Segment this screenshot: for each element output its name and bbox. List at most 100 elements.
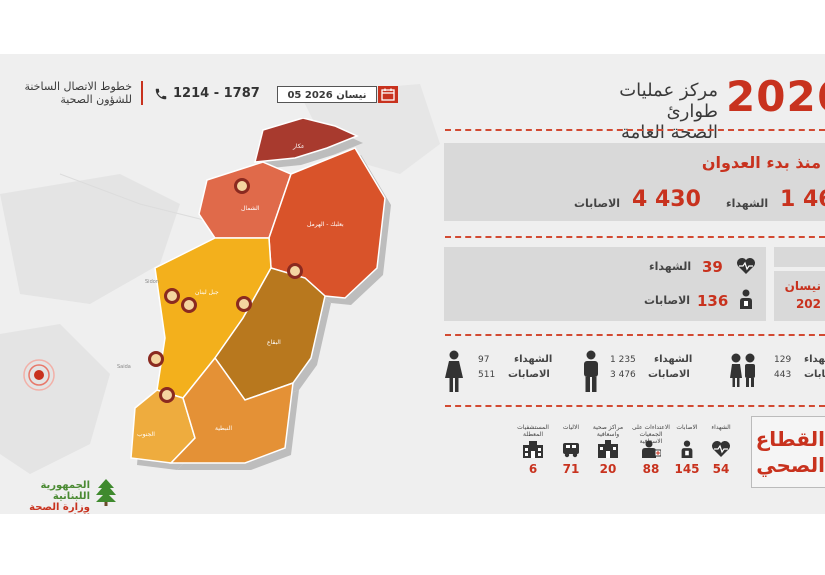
children-martyrs-label: شهداء <box>804 354 825 365</box>
divider-dashed <box>445 334 825 336</box>
strike-pin <box>234 178 250 194</box>
daily-date-line1: نيسان <box>784 279 821 293</box>
region-nabatieh <box>169 356 294 464</box>
clinic-icon <box>598 440 618 458</box>
calendar-icon <box>378 86 398 103</box>
cumulative-martyrs-label: الشهداء <box>726 197 769 210</box>
cumulative-martyrs-value: 1 46 <box>780 187 825 212</box>
health-item-value: 6 <box>528 462 538 476</box>
health-item-martyrs: الشهداء 54 <box>704 424 738 476</box>
header-title: مركز عمليات طوارئ الصحة العامة <box>566 80 718 143</box>
man-icon <box>584 350 598 392</box>
cumulative-injured-label: الاصابات <box>574 197 621 210</box>
region-label-akkar: عكار <box>292 143 305 150</box>
injured-person-icon <box>681 440 693 458</box>
health-item-label: الاعتداءات على الجمعيات الاسعافية <box>632 424 670 445</box>
header-year: 2026 <box>726 72 825 121</box>
ministry-line2: وزارة الصحة العامة <box>29 502 90 514</box>
cumulative-box: منذ بدء العدوان 1 46 الشهداء 4 430 الاصا… <box>444 143 825 221</box>
health-item-value: 20 <box>599 462 617 476</box>
phone-icon <box>154 86 168 105</box>
region-label-north: الشمال <box>241 205 260 212</box>
health-item-centers: مراكز صحية واسعافية 20 <box>588 424 628 476</box>
region-label-baalbek: بعلبك - الهرمل <box>307 221 344 228</box>
daily-martyrs-value: 39 <box>702 258 723 276</box>
woman-injured-label: الاصابات <box>508 369 550 380</box>
man-injured-label: الاصابات <box>648 369 690 380</box>
hotline-label: خطوط الاتصال الساخنة للشؤون الصحية <box>10 80 132 106</box>
cedar-logo-icon <box>96 479 116 506</box>
region-label-nabatieh: النبطية <box>215 425 232 432</box>
infographic-panel: خطوط الاتصال الساخنة للشؤون الصحية 1214 … <box>0 54 825 514</box>
strike-pin <box>181 297 197 313</box>
cumulative-title: منذ بدء العدوان <box>701 153 821 172</box>
woman-martyrs-label: الشهداء <box>514 354 553 365</box>
health-item-vehicles: الاليات 71 <box>554 424 588 476</box>
man-martyrs-label: الشهداء <box>654 354 693 365</box>
children-injured-label: اصابات <box>804 369 825 380</box>
lebanon-map: عكار الشمال بعلبك - الهرمل جبل لبنان الب… <box>117 118 391 470</box>
hotline-label-line2: للشؤون الصحية <box>60 93 132 106</box>
health-item-label: الاصابات <box>676 424 698 431</box>
hotline-label-line1: خطوط الاتصال الساخنة <box>24 80 132 93</box>
children-icon <box>730 353 755 387</box>
man-martyrs-value: 1 235 <box>610 355 636 365</box>
strike-pin <box>164 288 180 304</box>
divider-dashed <box>445 129 825 131</box>
region-akkar <box>254 118 359 163</box>
heart-pulse-icon <box>737 258 755 274</box>
cumulative-injured-value: 4 430 <box>632 187 701 212</box>
daily-date-box: نيسان 202 <box>774 271 825 321</box>
woman-injured-value: 511 <box>478 370 496 380</box>
daily-date-header-box <box>774 247 825 267</box>
hospital-icon <box>523 441 543 458</box>
health-item-label: مراكز صحية واسعافية <box>592 424 624 438</box>
ministry-line1: الجمهورية اللبنانية <box>40 480 90 502</box>
health-item-hospitals: المستشفيات المعطلة 6 <box>512 424 554 476</box>
region-label-bekaa: البقاع <box>267 339 281 346</box>
health-item-label: المستشفيات المعطلة <box>517 424 549 438</box>
woman-icon <box>445 350 463 392</box>
woman-martyrs-value: 97 <box>478 355 490 365</box>
hotline-numbers: 1214 - 1787 <box>173 86 260 101</box>
ambulance-icon <box>563 443 579 458</box>
strike-pin <box>148 351 164 367</box>
health-item-label: الاليات <box>562 424 580 431</box>
health-item-value: 145 <box>674 462 700 476</box>
daily-martyrs-label: الشهداء <box>649 260 692 273</box>
health-item-injured: الاصابات 145 <box>670 424 704 476</box>
target-marker-icon <box>23 359 55 391</box>
health-sector-title-box: القطاع الصحي <box>751 416 825 488</box>
paramedic-icon <box>642 440 662 458</box>
date-chip: 05 نيسان 2026 <box>277 86 377 103</box>
hotline-divider <box>141 81 143 105</box>
health-item-value: 71 <box>562 462 580 476</box>
strike-pin <box>287 263 303 279</box>
daily-injured-label: الاصابات <box>644 294 691 307</box>
health-item-attacks: الاعتداءات على الجمعيات الاسعافية 88 <box>628 424 674 476</box>
children-injured-value: 443 <box>774 370 792 380</box>
ministry-name: الجمهورية اللبنانية وزارة الصحة العامة <box>8 480 90 514</box>
daily-date-line2: 202 <box>795 297 821 311</box>
strike-pin <box>159 387 175 403</box>
daily-injured-value: 136 <box>697 292 729 310</box>
strike-pin <box>236 296 252 312</box>
health-item-value: 88 <box>642 462 660 476</box>
health-sector-title-line1: القطاع <box>755 427 825 451</box>
header-title-line2: الصحة العامة <box>620 122 718 143</box>
sea-label-2: Saida <box>117 364 131 370</box>
divider-dashed <box>445 405 825 407</box>
man-injured-value: 3 476 <box>610 370 636 380</box>
health-item-value: 54 <box>712 462 730 476</box>
health-item-label: الشهداء <box>711 424 731 431</box>
heart-pulse-icon <box>712 441 730 457</box>
sea-label-1: Sidon <box>145 279 159 285</box>
children-martyrs-value: 129 <box>774 355 792 365</box>
daily-box: 39 الشهداء 136 الاصابات <box>444 247 766 321</box>
injured-person-icon <box>740 289 752 309</box>
demographics-row: 129 443 شهداء اصابات الشهداء الاصابات 1 … <box>444 344 825 400</box>
region-label-mount-lebanon: جبل لبنان <box>195 289 219 296</box>
header-title-line1: مركز عمليات طوارئ <box>619 80 718 122</box>
region-label-south: الجنوب <box>137 431 155 438</box>
divider-dashed <box>445 236 825 238</box>
